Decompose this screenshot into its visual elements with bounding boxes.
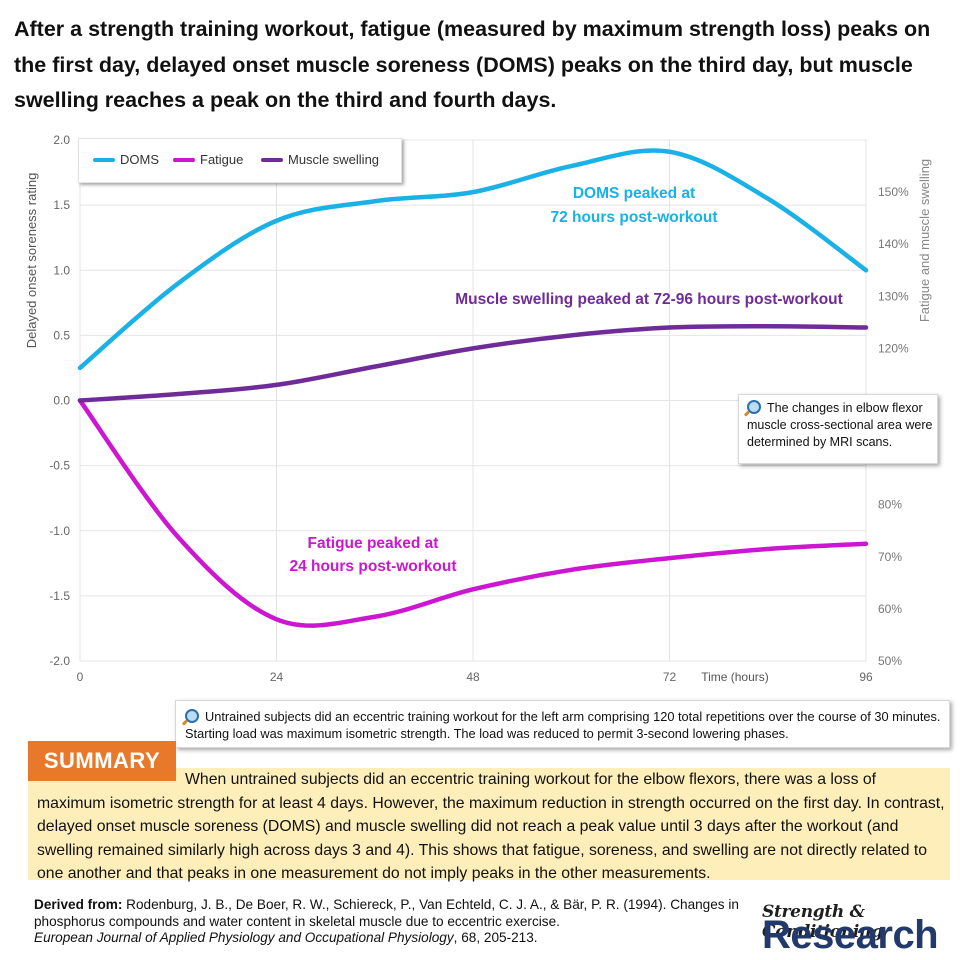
legend-item-swelling: Muscle swelling [261,152,379,167]
y2-tick-label: 150% [878,185,909,199]
legend-item-doms: DOMS [93,152,159,167]
mri-note-text: The changes in elbow flexor muscle cross… [747,401,933,449]
y2-tick-label: 50% [878,654,902,668]
legend-swatch-swelling [261,157,283,162]
chart-legend: DOMS Fatigue Muscle swelling [78,138,402,183]
line-chart: -2.0 -1.5 -1.0 -0.5 0.0 0.5 1.0 1.5 2.0 0 24 48 72 96… [24,133,932,684]
x-tick-label: 48 [466,670,480,684]
y2-tick-label: 70% [878,550,902,564]
y-tick-label: 0.0 [53,394,70,408]
fatigue-annotation-line1: Fatigue peaked at [308,535,439,552]
y-tick-label: -2.0 [49,654,70,668]
legend-swatch-fatigue [173,157,195,162]
y-tick-label: 1.0 [53,263,70,277]
x-tick-label: 72 [663,670,677,684]
swelling-annotation: Muscle swelling peaked at 72-96 hours po… [455,291,843,308]
x-tick-label: 24 [270,670,284,684]
y-tick-label: -1.5 [49,589,70,603]
mri-note: The changes in elbow flexor muscle cross… [738,394,938,464]
fatigue-line [77,398,869,628]
protocol-note-text: Untrained subjects did an eccentric trai… [185,709,941,741]
x-tick-label: 96 [859,670,873,684]
protocol-note: Untrained subjects did an eccentric trai… [175,700,950,748]
source-authors: Rodenburg, J. B., De Boer, R. W., Schier… [126,897,667,912]
source-citation: Derived from: Rodenburg, J. B., De Boer,… [34,897,754,947]
logo-tagline: Strength & Conditioning [762,902,883,942]
y2-tick-label: 60% [878,602,902,616]
fatigue-annotation-line2: 24 hours post-workout [289,558,456,575]
source-label: Derived from: [34,897,123,912]
legend-label-swelling: Muscle swelling [288,152,380,167]
y-tick-label: 0.5 [53,328,70,342]
legend-label-fatigue: Fatigue [200,152,244,167]
logo-wordmark: Research [762,913,939,957]
y-tick-label: 2.0 [53,133,70,147]
legend-item-fatigue: Fatigue [173,152,243,167]
y2-tick-label: 80% [878,498,902,512]
y-axis-title: Delayed onset soreness rating [24,173,39,349]
headline: After a strength training workout, fatig… [14,17,931,112]
legend-label-doms: DOMS [120,152,159,167]
y2-tick-label: 120% [878,341,909,355]
y2-axis-title: Fatigue and muscle swelling [917,159,932,322]
doms-annotation-line2: 72 hours post-workout [550,209,717,226]
y-tick-label: 1.5 [53,198,70,212]
source-journal: European Journal of Applied Physiology a… [34,930,454,945]
x-tick-label: 0 [77,670,84,684]
swelling-line [77,323,869,403]
y-tick-label: -1.0 [49,524,70,538]
source-rest: , 68, 205-213. [453,930,538,945]
summary-box [28,768,950,880]
source-title: Changes in phosphorus compounds and wate… [34,897,739,929]
x-axis-title: Time (hours) [701,670,769,684]
y-tick-label: -0.5 [49,459,70,473]
magnifier-icon [185,709,199,723]
summary-tag: SUMMARY [28,741,176,781]
magnifier-icon [747,400,761,414]
summary-text: When untrained subjects did an eccentric… [37,771,945,882]
y2-tick-label: 140% [878,237,909,251]
doms-annotation-line1: DOMS peaked at [573,185,695,202]
legend-swatch-doms [93,157,115,162]
y2-tick-label: 130% [878,289,909,303]
doms-line [77,148,869,371]
